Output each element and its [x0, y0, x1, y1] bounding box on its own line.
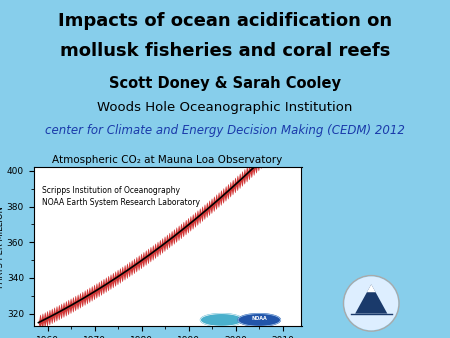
- Polygon shape: [367, 284, 376, 292]
- Text: Scott Doney & Sarah Cooley: Scott Doney & Sarah Cooley: [109, 76, 341, 91]
- Text: NOAA: NOAA: [252, 316, 267, 321]
- Text: Woods Hole Oceanographic Institution: Woods Hole Oceanographic Institution: [97, 101, 353, 114]
- Title: Atmospheric CO₂ at Mauna Loa Observatory: Atmospheric CO₂ at Mauna Loa Observatory: [53, 155, 283, 165]
- Circle shape: [344, 276, 398, 330]
- Polygon shape: [201, 314, 243, 326]
- Y-axis label: PARTS PER MILLION: PARTS PER MILLION: [0, 206, 5, 288]
- Polygon shape: [355, 284, 387, 314]
- Text: Scripps Institution of Oceanography
NOAA Earth System Research Laboratory: Scripps Institution of Oceanography NOAA…: [42, 186, 200, 207]
- Text: center for Climate and Energy Decision Making (CEDM) 2012: center for Climate and Energy Decision M…: [45, 124, 405, 137]
- Polygon shape: [238, 314, 280, 326]
- Text: mollusk fisheries and coral reefs: mollusk fisheries and coral reefs: [60, 42, 390, 60]
- Text: Impacts of ocean acidification on: Impacts of ocean acidification on: [58, 12, 392, 30]
